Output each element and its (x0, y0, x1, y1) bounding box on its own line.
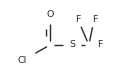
Text: S: S (69, 40, 75, 49)
Text: F: F (92, 15, 97, 24)
Text: Cl: Cl (18, 56, 27, 65)
Text: O: O (46, 10, 54, 19)
Text: F: F (97, 40, 102, 49)
Text: F: F (75, 15, 80, 24)
